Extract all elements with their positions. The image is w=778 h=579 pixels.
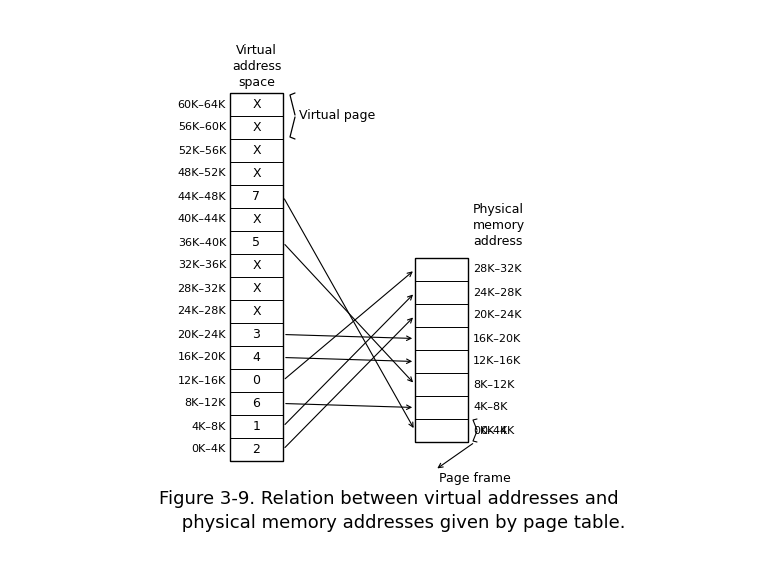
Bar [230, 185, 283, 208]
Bar [415, 327, 468, 350]
Bar [230, 369, 283, 392]
Text: 8K–12K: 8K–12K [184, 398, 226, 409]
Bar [230, 277, 283, 300]
Text: 12K–16K: 12K–16K [473, 357, 521, 367]
Text: 1: 1 [253, 420, 261, 433]
Text: 32K–36K: 32K–36K [177, 261, 226, 270]
Text: 6: 6 [253, 397, 261, 410]
Bar [415, 258, 468, 442]
Text: 60K–64K: 60K–64K [177, 100, 226, 109]
Text: 16K–20K: 16K–20K [473, 334, 521, 343]
Bar [230, 346, 283, 369]
Text: 12K–16K: 12K–16K [177, 376, 226, 386]
Text: 5: 5 [253, 236, 261, 249]
Bar [415, 419, 468, 442]
Bar [230, 438, 283, 461]
Text: 2: 2 [253, 443, 261, 456]
Text: X: X [252, 305, 261, 318]
Text: X: X [252, 98, 261, 111]
Text: 7: 7 [253, 190, 261, 203]
Text: 0K–4K: 0K–4K [480, 426, 514, 435]
Bar [415, 304, 468, 327]
Text: 0K–4K: 0K–4K [191, 445, 226, 455]
Text: Virtual page: Virtual page [299, 109, 375, 123]
Bar [230, 139, 283, 162]
Text: 4K–8K: 4K–8K [473, 402, 507, 412]
Text: 8K–12K: 8K–12K [473, 379, 514, 390]
Bar [230, 254, 283, 277]
Text: 24K–28K: 24K–28K [177, 306, 226, 317]
Text: Virtual
address
space: Virtual address space [232, 44, 281, 89]
Text: X: X [252, 259, 261, 272]
Bar [230, 116, 283, 139]
Text: 44K–48K: 44K–48K [177, 192, 226, 201]
Text: 20K–24K: 20K–24K [473, 310, 521, 321]
Text: 28K–32K: 28K–32K [177, 284, 226, 294]
Bar [230, 300, 283, 323]
Text: 48K–52K: 48K–52K [177, 168, 226, 178]
Text: 0: 0 [253, 374, 261, 387]
Text: 52K–56K: 52K–56K [177, 145, 226, 156]
Bar [415, 281, 468, 304]
Bar [230, 93, 283, 116]
Bar [415, 258, 468, 281]
Bar [230, 392, 283, 415]
Text: X: X [252, 121, 261, 134]
Text: 20K–24K: 20K–24K [177, 329, 226, 339]
Text: X: X [252, 213, 261, 226]
Text: X: X [252, 167, 261, 180]
Text: 24K–28K: 24K–28K [473, 288, 521, 298]
Text: 4: 4 [253, 351, 261, 364]
Bar [415, 373, 468, 396]
Text: X: X [252, 282, 261, 295]
Bar [415, 350, 468, 373]
Text: 56K–60K: 56K–60K [178, 123, 226, 133]
Text: Figure 3-9. Relation between virtual addresses and
     physical memory addresse: Figure 3-9. Relation between virtual add… [152, 490, 626, 532]
Text: 3: 3 [253, 328, 261, 341]
Bar [230, 162, 283, 185]
Text: 4K–8K: 4K–8K [191, 422, 226, 431]
Bar [230, 323, 283, 346]
Text: 28K–32K: 28K–32K [473, 265, 521, 274]
Text: 40K–44K: 40K–44K [177, 214, 226, 225]
Bar [230, 231, 283, 254]
Bar [230, 415, 283, 438]
Text: 16K–20K: 16K–20K [177, 353, 226, 362]
Bar [230, 93, 283, 461]
Bar [230, 208, 283, 231]
Text: Page frame: Page frame [439, 472, 510, 485]
Text: Physical
memory
address: Physical memory address [473, 203, 525, 248]
Bar [415, 396, 468, 419]
Text: 36K–40K: 36K–40K [177, 237, 226, 247]
Text: X: X [252, 144, 261, 157]
Text: 0K–4K: 0K–4K [473, 426, 507, 435]
